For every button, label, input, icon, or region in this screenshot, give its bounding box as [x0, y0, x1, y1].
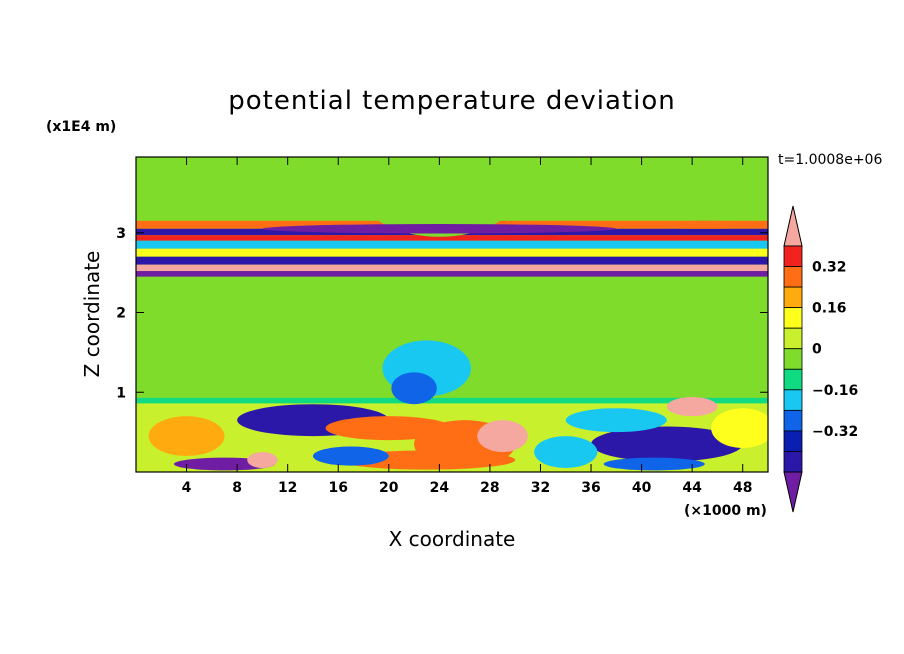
colorbar-tick-label: −0.16 — [812, 383, 858, 399]
colorbar-tick-label: 0.32 — [812, 260, 847, 276]
x-tick-label: 16 — [328, 480, 347, 496]
contour-region-21 — [591, 426, 743, 462]
colorbar-extend-high — [783, 205, 803, 247]
y-axis-unit: (x1E4 m) — [46, 119, 117, 135]
x-tick-label: 36 — [581, 480, 600, 496]
colorbar-swatch — [783, 430, 803, 452]
contour-region-23 — [565, 408, 667, 433]
contour-band-8 — [136, 397, 768, 404]
x-tick-label: 12 — [278, 480, 297, 496]
x-tick-label: 32 — [531, 480, 550, 496]
colorbar-extend-low — [783, 471, 803, 513]
y-tick-label: 3 — [116, 226, 126, 242]
contour-band-5 — [136, 256, 768, 265]
colorbar-tick-label: 0.16 — [812, 301, 847, 317]
contour-region-27 — [312, 446, 389, 466]
contour-band-2 — [136, 235, 768, 241]
colorbar-swatch — [783, 327, 803, 350]
colorbar-swatch — [783, 348, 803, 370]
contour-region-26 — [148, 416, 225, 457]
x-axis-label: X coordinate — [388, 527, 516, 551]
contour-region-25 — [247, 452, 278, 469]
colorbar-tick-label: 0 — [812, 342, 822, 358]
contour-band-6 — [136, 264, 768, 272]
contour-band-3 — [136, 240, 768, 249]
contour-region-30 — [534, 436, 598, 469]
x-tick-label: 44 — [682, 480, 702, 496]
y-tick-label: 1 — [116, 385, 126, 401]
colorbar-swatch — [783, 389, 803, 411]
colorbar-swatch — [783, 368, 803, 391]
contour-region-22 — [603, 457, 705, 471]
colorbar: 0.32 0.16 0 −0.16 −0.32 — [783, 205, 858, 513]
colorbar-swatch — [783, 286, 803, 309]
contour-region-28 — [666, 397, 718, 417]
contour-region-19 — [477, 420, 528, 453]
colorbar-swatch — [783, 245, 803, 267]
colorbar-swatch — [783, 451, 803, 473]
x-tick-label: 48 — [733, 480, 752, 496]
contour-region-29 — [711, 408, 768, 449]
x-axis-unit: (×1000 m) — [684, 503, 767, 519]
contour-region-13 — [391, 372, 437, 405]
x-tick-label: 24 — [430, 480, 450, 496]
colorbar-tick-label: −0.32 — [812, 424, 858, 440]
y-axis: 1 2 3 — [116, 226, 768, 401]
x-tick-label: 20 — [379, 480, 399, 496]
time-label: t=1.0008e+06 — [778, 152, 883, 168]
plot-frame — [135, 156, 769, 473]
contour-field — [136, 157, 768, 472]
x-tick-label: 40 — [632, 480, 652, 496]
contour-band-4 — [136, 248, 768, 257]
colorbar-swatch — [783, 266, 803, 288]
x-tick-label: 28 — [480, 480, 499, 496]
contour-region-14 — [262, 223, 617, 234]
x-tick-label: 4 — [182, 480, 192, 496]
contour-band-7 — [136, 271, 768, 277]
colorbar-swatch — [783, 409, 803, 432]
contour-region-10 — [363, 157, 516, 237]
chart-title: potential temperature deviation — [228, 86, 676, 116]
x-tick-label: 8 — [232, 480, 242, 496]
y-tick-label: 2 — [116, 306, 126, 322]
contour-region-15 — [628, 220, 768, 229]
colorbar-swatch — [783, 307, 803, 329]
x-axis: 4 8 12 16 20 24 28 32 36 40 44 48 — [182, 157, 752, 496]
